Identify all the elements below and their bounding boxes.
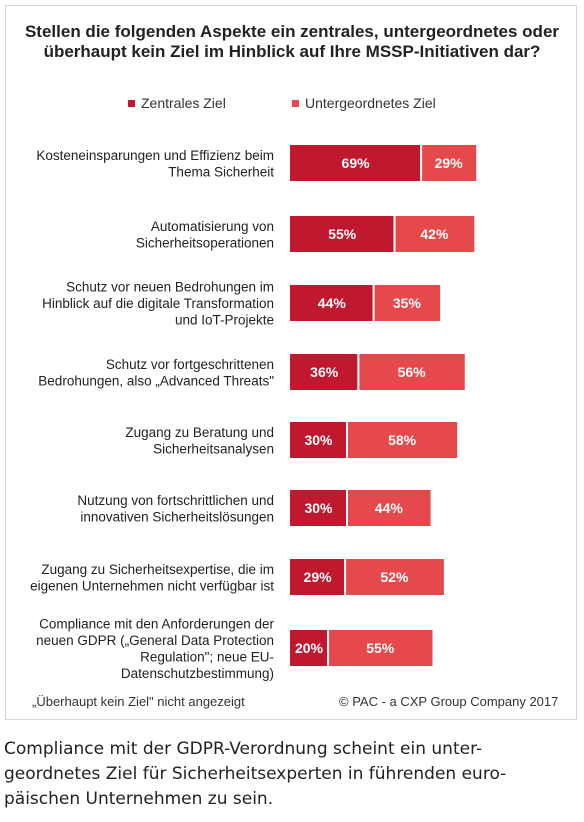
bar-segment-untergeordnetes [373, 285, 441, 321]
category-label: Bedrohungen, also „Advanced Threats" [38, 373, 274, 388]
category-label: Hinblick auf die digitale Transformation [42, 296, 274, 311]
category-label: Zugang zu Sicherheitsexpertise, die im [41, 562, 274, 577]
category-label: Sicherheitsoperationen [136, 235, 274, 250]
category-label: Regulation"; neue EU- [140, 649, 274, 664]
data-label: 44% [318, 295, 347, 311]
data-label: 69% [342, 155, 371, 171]
data-label: 58% [388, 432, 417, 448]
data-label: 30% [304, 432, 333, 448]
category-label: Datenschutzbestimmung) [121, 666, 274, 681]
legend-label-untergeordnetes: Untergeordnetes Ziel [305, 95, 436, 111]
data-label: 30% [304, 500, 333, 516]
category-label: neuen GDPR („General Data Protection [36, 633, 274, 648]
category-label: Zugang zu Beratung und [125, 425, 274, 440]
legend-swatch-zentrales [128, 99, 135, 107]
data-label: 44% [375, 500, 404, 516]
footnote-not-shown: „Überhaupt kein Ziel" nicht angezeigt [32, 694, 245, 709]
category-label: innovativen Sicherheitslösungen [80, 509, 274, 524]
legend-label-zentrales: Zentrales Ziel [141, 95, 226, 111]
data-label: 35% [393, 295, 422, 311]
chart-title: Stellen die folgenden Aspekte ein zentra… [24, 22, 560, 61]
category-label: Schutz vor neuen Bedrohungen im [66, 280, 274, 295]
category-label: Kosteneinsparungen und Effizienz beim [36, 148, 274, 163]
bar-segment-zentrales [290, 285, 374, 321]
data-label: 29% [304, 569, 333, 585]
stacked-bar-chart: Kosteneinsparungen und Effizienz beimThe… [30, 145, 477, 681]
bar-segment-untergeordnetes [347, 422, 458, 458]
data-label: 55% [366, 640, 395, 656]
data-label: 36% [310, 364, 339, 380]
category-label: eigenen Unternehmen nicht verfügbar ist [30, 578, 274, 593]
legend-item-untergeordnetes-ziel: Untergeordnetes Ziel [292, 95, 436, 111]
bar-segment-zentrales [290, 630, 328, 666]
bar-segment-untergeordnetes [347, 490, 431, 526]
bar-segment-untergeordnetes [358, 354, 465, 390]
bar-segment-untergeordnetes [394, 216, 475, 252]
data-label: 29% [435, 155, 464, 171]
category-label: Schutz vor fortgeschrittenen [106, 357, 274, 372]
category-label: Automatisierung von [151, 219, 274, 234]
bar-segment-untergeordnetes [345, 559, 444, 595]
data-label: 42% [420, 226, 449, 242]
bar-segment-zentrales [290, 559, 346, 595]
bar-segment-untergeordnetes [328, 630, 433, 666]
category-label: Thema Sicherheit [168, 164, 274, 179]
data-label: 52% [380, 569, 409, 585]
bar-segment-zentrales [290, 422, 347, 458]
data-label: 20% [295, 640, 324, 656]
bar-segment-zentrales [290, 354, 359, 390]
bar-segment-zentrales [290, 490, 347, 526]
category-label: Compliance mit den Anforderungen der [39, 616, 274, 631]
bar-segment-zentrales [290, 216, 395, 252]
figure-caption: Compliance mit der GDPR-Verordnung schei… [4, 739, 507, 809]
data-label: 55% [328, 226, 357, 242]
legend-swatch-untergeordnetes [292, 99, 299, 107]
copyright-note: © PAC - a CXP Group Company 2017 [339, 694, 559, 709]
category-label: und IoT-Projekte [175, 313, 274, 328]
bar-segment-zentrales [290, 145, 422, 181]
category-label: Sicherheitsanalysen [153, 441, 274, 456]
category-label: Nutzung von fortschrittlichen und [77, 493, 274, 508]
bar-segment-untergeordnetes [421, 145, 477, 181]
legend-item-zentrales-ziel: Zentrales Ziel [128, 95, 226, 111]
data-label: 56% [398, 364, 427, 380]
